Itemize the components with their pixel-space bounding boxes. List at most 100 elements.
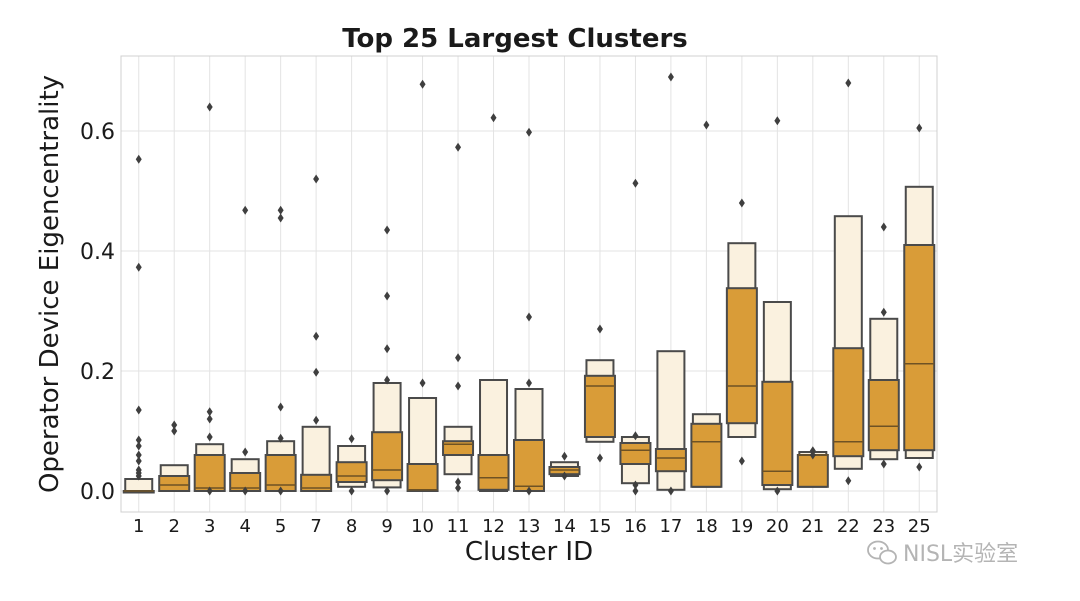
x-tick-label: 22 xyxy=(837,516,860,537)
outlier-point xyxy=(526,312,532,322)
outlier-point xyxy=(384,375,391,385)
outlier-point xyxy=(703,120,710,130)
x-tick-label: 3 xyxy=(204,516,215,537)
cluster-14-boxen xyxy=(548,451,581,481)
watermark-text: NISL实验室 xyxy=(903,542,1018,567)
outlier-point xyxy=(348,434,355,444)
inner-box xyxy=(654,448,687,473)
outlier-point xyxy=(277,486,284,496)
x-axis-label: Cluster ID xyxy=(465,537,593,567)
watermark: NISL实验室 xyxy=(867,540,1018,567)
outlier-point xyxy=(490,113,497,123)
x-tick-label: 21 xyxy=(801,516,824,537)
outlier-point xyxy=(135,441,142,451)
outlier-point xyxy=(774,486,781,496)
outlier-point xyxy=(455,477,462,487)
cluster-2-boxen xyxy=(158,420,191,493)
x-tick-label: 13 xyxy=(518,516,541,537)
cluster-16-boxen xyxy=(619,178,652,496)
y-tick-label: 0.4 xyxy=(80,240,115,265)
outlier-point xyxy=(135,262,142,272)
inner-box xyxy=(335,461,368,484)
outlier-point xyxy=(206,102,213,112)
x-tick-label: 9 xyxy=(381,516,392,537)
outlier-point xyxy=(206,432,213,442)
outlier-point xyxy=(632,431,639,441)
outlier-point xyxy=(277,433,284,443)
outlier-point xyxy=(880,459,887,469)
outlier-point xyxy=(916,462,923,472)
inner-box xyxy=(158,475,191,492)
outlier-point xyxy=(242,205,249,215)
outlier-point xyxy=(384,486,391,496)
outlier-point xyxy=(135,471,142,481)
x-tick-label: 1 xyxy=(133,516,144,537)
outlier-point xyxy=(455,142,462,152)
outlier-point xyxy=(277,213,284,223)
outlier-point xyxy=(313,174,320,184)
cluster-20-boxen xyxy=(761,116,794,496)
outlier-point xyxy=(313,367,320,377)
outlier-point xyxy=(880,307,887,317)
x-tick-label: 17 xyxy=(659,516,682,537)
x-tick-label: 4 xyxy=(239,516,250,537)
inner-box xyxy=(477,454,510,491)
inner-box xyxy=(371,431,404,482)
outlier-point xyxy=(135,456,142,466)
inner-box xyxy=(796,454,829,488)
cluster-9-boxen xyxy=(371,225,404,496)
outlier-point xyxy=(135,405,142,415)
outer-box xyxy=(124,478,154,492)
outlier-point xyxy=(242,486,249,496)
inner-box xyxy=(406,463,439,492)
cluster-22-boxen xyxy=(832,78,865,486)
inner-box xyxy=(442,440,475,457)
cluster-17-boxen xyxy=(654,72,687,496)
x-tick-label: 20 xyxy=(766,516,789,537)
outlier-point xyxy=(313,415,320,425)
inner-box xyxy=(761,380,794,486)
cluster-25-boxen xyxy=(903,123,936,472)
y-tick-label: 0.2 xyxy=(80,360,115,385)
inner-box xyxy=(690,422,723,488)
cluster-19-boxen xyxy=(725,198,758,466)
cluster-15-boxen xyxy=(583,324,616,463)
outlier-point xyxy=(242,447,249,457)
outlier-point xyxy=(206,414,213,424)
plot-frame xyxy=(120,55,938,513)
y-tick-labels: 0.0 0.2 0.4 0.6 xyxy=(80,120,115,505)
outlier-point xyxy=(526,486,532,496)
cluster-21-boxen xyxy=(796,446,829,488)
outlier-point xyxy=(135,450,142,460)
outlier-point xyxy=(667,486,674,496)
x-tick-label: 18 xyxy=(695,516,718,537)
boxen-layer xyxy=(122,72,936,496)
outlier-point xyxy=(277,402,284,412)
outlier-point xyxy=(596,324,603,334)
outlier-point xyxy=(135,435,142,445)
cluster-18-boxen xyxy=(690,120,723,488)
cluster-11-boxen xyxy=(442,142,475,493)
outlier-point xyxy=(419,79,426,89)
x-tick-label: 10 xyxy=(411,516,434,537)
outlier-point xyxy=(171,420,178,430)
outlier-point xyxy=(738,198,745,208)
outlier-point xyxy=(384,225,391,235)
outlier-point xyxy=(561,451,568,461)
outlier-point xyxy=(384,291,391,301)
outlier-point xyxy=(455,483,462,493)
x-tick-label: 14 xyxy=(553,516,576,537)
inner-box xyxy=(300,473,333,492)
y-axis-label: Operator Device Eigencentrality xyxy=(35,75,65,493)
outlier-point xyxy=(277,205,284,215)
outlier-point xyxy=(526,378,532,388)
x-tick-label: 23 xyxy=(872,516,895,537)
x-tick-label: 15 xyxy=(589,516,612,537)
outlier-point xyxy=(632,178,639,188)
x-tick-labels: 1 2 3 4 5 7 8 9 10 11 12 13 14 15 16 17 18 19 20 21 22 23 25 xyxy=(133,516,931,537)
outlier-point xyxy=(419,378,426,388)
cluster-12-boxen xyxy=(477,113,510,492)
outlier-point xyxy=(455,353,462,363)
outlier-point xyxy=(845,78,852,88)
